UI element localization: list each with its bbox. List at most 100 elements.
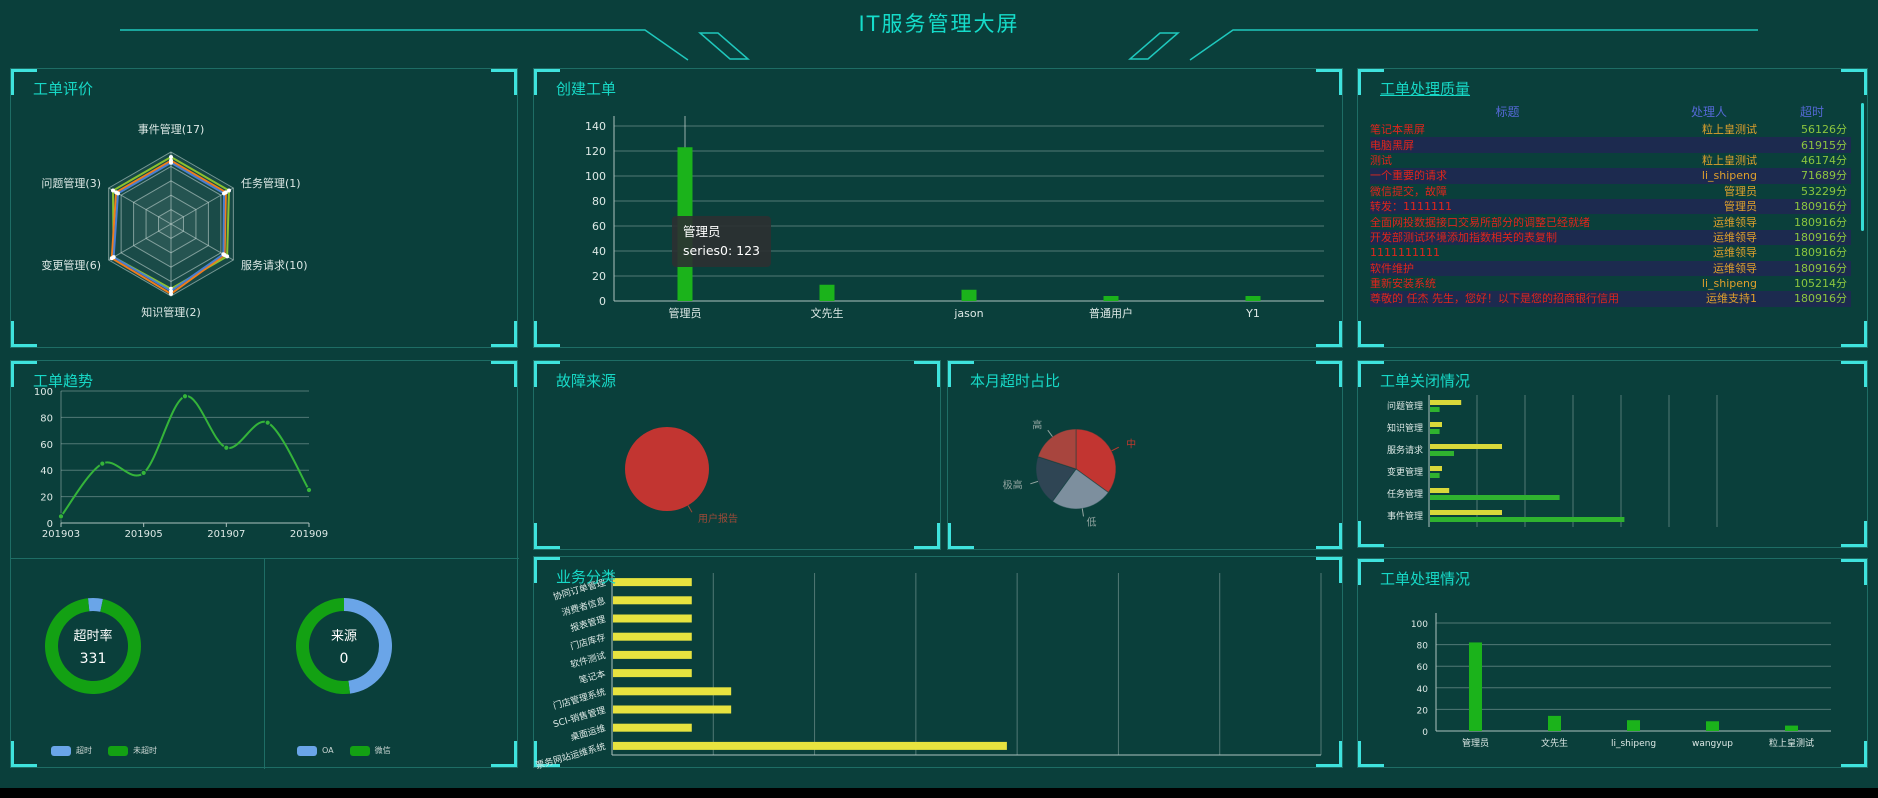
table-row[interactable]: 测试 粒上皇测试 46174分	[1370, 153, 1851, 168]
bar[interactable]	[1430, 473, 1440, 478]
cell-title: 微信提交，故障	[1370, 185, 1447, 197]
line-series[interactable]	[60, 395, 310, 518]
bar[interactable]	[613, 650, 692, 659]
chart-text: 事件管理(17)	[138, 122, 205, 136]
donut-segment[interactable]	[45, 598, 142, 694]
panel-evaluation: 工单评价 事件管理(17) 任务管理(1) 服务请求(10) 知识管理(2) 变更管理(…	[10, 68, 518, 348]
table-row[interactable]: 电脑黑屏 61915分	[1370, 137, 1851, 153]
legend-item[interactable]: 未超时	[108, 745, 157, 756]
bar[interactable]	[613, 741, 1007, 750]
bar[interactable]	[1430, 444, 1502, 449]
data-point[interactable]	[305, 486, 313, 494]
bar[interactable]	[1430, 407, 1440, 412]
bar[interactable]	[1430, 400, 1462, 405]
table-row[interactable]: 开发部测试环境添加指数相关的表复制 运维领导 180916分	[1370, 229, 1851, 246]
chart-text: 门店库存	[569, 631, 607, 652]
fault-source-pie-chart[interactable]: 用户报告	[534, 361, 942, 551]
table-row[interactable]: 微信提交，故障 管理员 53229分	[1370, 184, 1851, 199]
pie-slice[interactable]	[625, 427, 709, 511]
table-header-row: 标题 处理人 超时	[1370, 101, 1851, 122]
bar[interactable]	[1469, 642, 1482, 731]
bar[interactable]	[613, 687, 732, 696]
bar[interactable]	[1430, 495, 1560, 500]
cell-handler: 粒上皇测试	[1702, 123, 1757, 137]
donut-segment[interactable]	[87, 598, 103, 612]
table-row[interactable]: 1111111111 运维领导 180916分	[1370, 245, 1851, 260]
bar[interactable]	[1430, 422, 1442, 427]
data-point[interactable]	[57, 513, 65, 520]
bar[interactable]	[613, 632, 692, 641]
bar[interactable]	[819, 284, 835, 301]
data-point[interactable]	[140, 469, 147, 476]
legend-item[interactable]: 微信	[349, 745, 391, 756]
bar[interactable]	[1430, 451, 1454, 456]
bar[interactable]	[613, 578, 692, 587]
panel-month-overtime: 本月超时占比 中低 极高 高	[947, 360, 1343, 550]
bar[interactable]	[961, 289, 977, 301]
data-point[interactable]	[264, 419, 271, 426]
evaluation-radar-chart[interactable]: 事件管理(17) 任务管理(1) 服务请求(10) 知识管理(2) 变更管理(6) 问题管…	[11, 69, 519, 349]
bar[interactable]	[1785, 725, 1798, 731]
bar[interactable]	[613, 705, 732, 714]
chart-tooltip: 管理员 series0: 123	[672, 216, 772, 267]
cell-title: 测试	[1370, 154, 1392, 166]
table-row[interactable]: 一个重要的请求 li_shipeng 71689分	[1370, 168, 1851, 184]
chart-text: 60	[1417, 663, 1429, 673]
bar[interactable]	[1548, 715, 1561, 731]
chart-text: 40	[40, 466, 53, 477]
chart-text: wangyup	[1692, 739, 1733, 749]
bar[interactable]	[1627, 720, 1640, 731]
chart-text: 60	[592, 220, 606, 233]
label-leader	[1047, 429, 1053, 437]
table-row[interactable]: 重新安装系统 li_shipeng 105214分	[1370, 276, 1851, 291]
bar[interactable]	[1245, 296, 1261, 301]
chart-text: 粒上皇测试	[1769, 737, 1814, 749]
panel-biz-category: 业务分类 协同订单管理 消费者信息 报表管理 门店库存 软件测试 笔记本 门店管理系统 SCI…	[533, 556, 1344, 769]
biz-category-barh-chart[interactable]: 协同订单管理消费者信息报表管理门店库存软件测试笔记本门店管理系统SCI-销售管理…	[534, 557, 1344, 769]
chart-text: 普通用户	[1089, 306, 1133, 320]
bar[interactable]	[1430, 517, 1625, 522]
month-overtime-pie-chart[interactable]: 中低 极高 高	[948, 361, 1344, 551]
donut-segment[interactable]	[296, 598, 351, 694]
data-point	[221, 252, 226, 257]
bar[interactable]	[1706, 721, 1719, 731]
table-row[interactable]: 全面网投数据接口交易所部分的调整已经就绪 运维领导 180916分	[1370, 214, 1851, 229]
tooltip-title: 管理员	[683, 224, 721, 239]
bar[interactable]	[613, 669, 692, 678]
bar[interactable]	[613, 596, 692, 605]
data-point[interactable]	[181, 393, 189, 400]
panel-title: 本月超时占比	[970, 372, 1061, 390]
pie-slice[interactable]	[1075, 428, 1117, 494]
table-row[interactable]: 笔记本黑屏 粒上皇测试 56126分	[1370, 122, 1851, 137]
chart-text: 问题管理	[1387, 400, 1423, 412]
donut-segment[interactable]	[344, 598, 392, 694]
bar[interactable]	[613, 723, 692, 732]
overtime-gauge-legend: 超时 未超时	[51, 745, 157, 756]
col-header-overtime: 超时	[1799, 105, 1824, 119]
bar[interactable]	[1103, 296, 1119, 301]
bar[interactable]	[1430, 510, 1502, 515]
table-row[interactable]: 尊敬的 任杰 先生，您好！以下是您的招商银行信用 运维支持1 180916分	[1370, 291, 1851, 307]
trend-line-chart[interactable]: 0 20 40 60 80 100 201903 201905 201907 201909 超时率 3…	[11, 361, 519, 769]
chart-text: 软件测试	[569, 649, 607, 670]
bar[interactable]	[1430, 429, 1440, 434]
data-point[interactable]	[99, 460, 106, 467]
data-point[interactable]	[223, 444, 230, 451]
bar[interactable]	[1430, 488, 1450, 493]
legend-item[interactable]: 超时	[51, 745, 92, 756]
legend-item[interactable]: OA	[297, 745, 334, 756]
legend-swatch	[349, 745, 370, 756]
scrollbar[interactable]	[1861, 103, 1864, 231]
cell-title: 全面网投数据接口交易所部分的调整已经就绪	[1370, 216, 1590, 228]
table-row[interactable]: 软件维护 运维领导 180916分	[1370, 260, 1851, 276]
cell-title: 转发：1111111	[1370, 201, 1452, 213]
handle-status-bar-chart[interactable]: 0 20 40 60 80 100 管理员 文先生 li_shipeng wangyup 粒上皇测试	[1358, 559, 1869, 769]
bar[interactable]	[613, 614, 692, 623]
bar[interactable]	[1430, 466, 1442, 471]
panel-create: 创建工单 0 20 40 60 80 100 120 140 管理员 文先生 jason 普通用户 Y1…	[533, 68, 1343, 348]
data-point	[169, 160, 173, 165]
table-row[interactable]: 转发：1111111 管理员 180916分	[1370, 198, 1851, 215]
label-leader	[1030, 480, 1039, 485]
